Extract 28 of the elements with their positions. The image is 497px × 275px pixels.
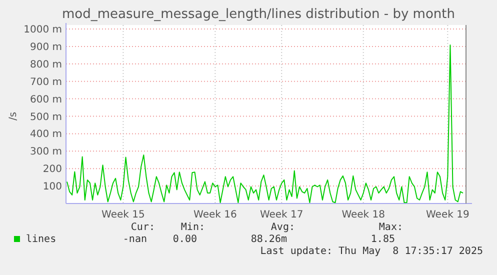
x-tick-label: Week 19 [426,210,470,220]
y-tick-label: 700 m [30,76,62,88]
y-axis-title: /s [8,112,19,121]
x-tick-label: Week 16 [194,210,237,220]
text: 0.00 [172,234,197,245]
y-tick-label: 400 m [30,129,62,140]
line-series [66,44,464,204]
x-tick-label: Week 17 [260,210,304,220]
text: -nan [122,234,147,245]
legend-label: lines [26,234,56,245]
y-tick-label: 900 m [30,42,62,53]
text: Last update: Thu May 8 17:35:17 2025 [260,246,483,257]
text: Cur: [130,222,155,233]
y-tick-label: 1000 m [24,24,62,36]
y-tick-label: 500 m [30,112,62,123]
y-tick-label: 300 m [30,146,62,158]
text: Avg: [270,222,295,233]
text: 88.26m [250,234,287,245]
y-tick-label: 600 m [30,94,62,106]
text: Min: [180,222,205,233]
x-tick-label: Week 18 [342,210,386,220]
y-tick-label: 100 [42,182,62,193]
chart-title: mod_measure_message_length/lines distribution - by month [62,7,455,22]
y-tick-label: 200 [42,164,62,176]
x-tick-label: Week 15 [102,210,145,220]
text: Max: [378,222,403,233]
y-tick-label: 800 m [30,59,62,70]
text: 1.85 [370,234,395,245]
